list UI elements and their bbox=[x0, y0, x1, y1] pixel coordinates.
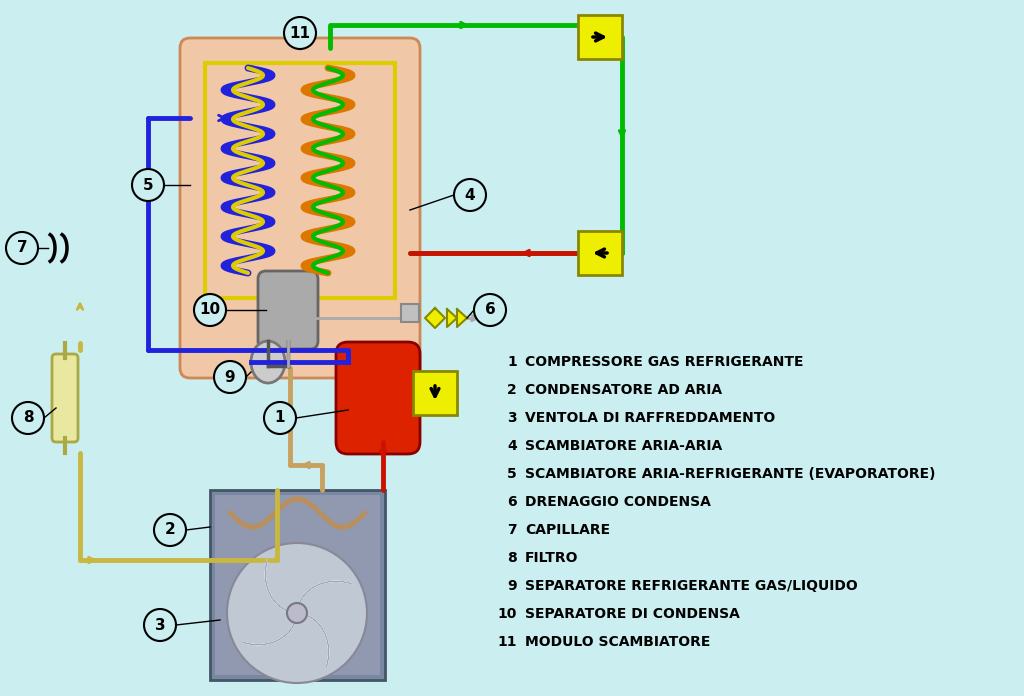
Circle shape bbox=[144, 609, 176, 641]
Circle shape bbox=[154, 514, 186, 546]
Bar bbox=[205, 63, 395, 298]
Polygon shape bbox=[297, 581, 351, 613]
Polygon shape bbox=[243, 613, 297, 644]
FancyBboxPatch shape bbox=[258, 271, 318, 349]
Text: 10: 10 bbox=[200, 303, 220, 317]
FancyBboxPatch shape bbox=[336, 342, 420, 454]
FancyBboxPatch shape bbox=[578, 15, 622, 59]
Text: 7: 7 bbox=[16, 241, 28, 255]
Circle shape bbox=[454, 179, 486, 211]
Circle shape bbox=[132, 169, 164, 201]
Text: 6: 6 bbox=[507, 495, 517, 509]
Text: 2: 2 bbox=[507, 383, 517, 397]
Text: 2: 2 bbox=[165, 523, 175, 537]
Polygon shape bbox=[447, 309, 457, 327]
Circle shape bbox=[6, 232, 38, 264]
Circle shape bbox=[284, 17, 316, 49]
Text: DRENAGGIO CONDENSA: DRENAGGIO CONDENSA bbox=[525, 495, 711, 509]
Ellipse shape bbox=[251, 341, 285, 383]
Text: CAPILLARE: CAPILLARE bbox=[525, 523, 610, 537]
Bar bbox=[215, 495, 380, 675]
Text: COMPRESSORE GAS REFRIGERANTE: COMPRESSORE GAS REFRIGERANTE bbox=[525, 355, 804, 369]
FancyBboxPatch shape bbox=[52, 354, 78, 442]
FancyBboxPatch shape bbox=[578, 231, 622, 275]
Circle shape bbox=[194, 294, 226, 326]
Polygon shape bbox=[457, 309, 467, 327]
Text: 8: 8 bbox=[23, 411, 34, 425]
Text: VENTOLA DI RAFFREDDAMENTO: VENTOLA DI RAFFREDDAMENTO bbox=[525, 411, 775, 425]
Text: 10: 10 bbox=[498, 607, 517, 621]
Text: 7: 7 bbox=[507, 523, 517, 537]
Text: 9: 9 bbox=[507, 579, 517, 593]
Text: SCAMBIATORE ARIA-ARIA: SCAMBIATORE ARIA-ARIA bbox=[525, 439, 722, 453]
Text: 5: 5 bbox=[507, 467, 517, 481]
Circle shape bbox=[264, 402, 296, 434]
Circle shape bbox=[474, 294, 506, 326]
Text: FILTRO: FILTRO bbox=[525, 551, 579, 565]
Text: MODULO SCAMBIATORE: MODULO SCAMBIATORE bbox=[525, 635, 711, 649]
Text: 8: 8 bbox=[507, 551, 517, 565]
Polygon shape bbox=[265, 559, 297, 613]
Text: 4: 4 bbox=[507, 439, 517, 453]
Text: 1: 1 bbox=[274, 411, 286, 425]
Circle shape bbox=[214, 361, 246, 393]
Text: SEPARATORE REFRIGERANTE GAS/LIQUIDO: SEPARATORE REFRIGERANTE GAS/LIQUIDO bbox=[525, 579, 858, 593]
Circle shape bbox=[287, 603, 307, 623]
Text: 11: 11 bbox=[290, 26, 310, 40]
Text: 1: 1 bbox=[507, 355, 517, 369]
Circle shape bbox=[12, 402, 44, 434]
Text: CONDENSATORE AD ARIA: CONDENSATORE AD ARIA bbox=[525, 383, 722, 397]
Text: 6: 6 bbox=[484, 303, 496, 317]
Text: 3: 3 bbox=[507, 411, 517, 425]
Bar bbox=[401, 304, 419, 322]
Text: 4: 4 bbox=[465, 187, 475, 203]
Text: 3: 3 bbox=[155, 617, 165, 633]
Text: SCAMBIATORE ARIA-REFRIGERANTE (EVAPORATORE): SCAMBIATORE ARIA-REFRIGERANTE (EVAPORATO… bbox=[525, 467, 936, 481]
Text: 11: 11 bbox=[498, 635, 517, 649]
Polygon shape bbox=[425, 308, 445, 328]
FancyBboxPatch shape bbox=[413, 371, 457, 415]
FancyBboxPatch shape bbox=[180, 38, 420, 378]
Circle shape bbox=[227, 543, 367, 683]
Polygon shape bbox=[297, 613, 329, 667]
Text: 9: 9 bbox=[224, 370, 236, 384]
Text: SEPARATORE DI CONDENSA: SEPARATORE DI CONDENSA bbox=[525, 607, 740, 621]
Bar bbox=[210, 490, 385, 680]
Text: 5: 5 bbox=[142, 177, 154, 193]
